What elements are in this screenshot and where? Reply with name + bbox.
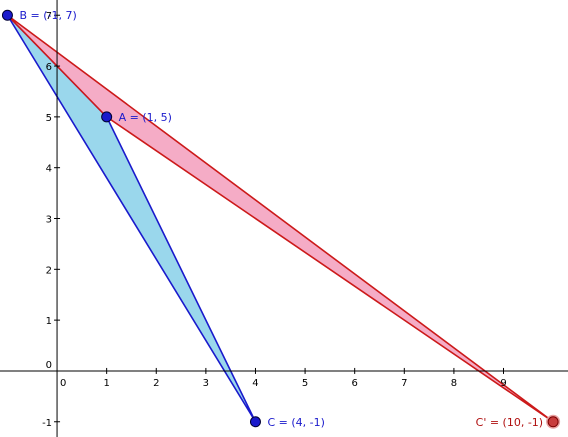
y-tick-label: 7 [46, 11, 52, 22]
y-tick-label: 1 [46, 316, 52, 327]
y-tick-label: 2 [46, 265, 52, 276]
x-tick-label: 5 [302, 378, 308, 389]
y-tick-label: 6 [46, 62, 52, 73]
point-label-a: A = (1, 5) [119, 111, 172, 124]
x-tick-label: 6 [352, 378, 358, 389]
triangle-abc2[interactable] [6, 14, 554, 423]
x-axis-ticks: 0 1 2 3 4 5 6 7 8 9 [60, 367, 507, 389]
point-b[interactable] [1, 9, 13, 21]
x-tick-label: 4 [252, 378, 258, 389]
point-label-b: B = (-1, 7) [19, 9, 76, 22]
point-c2[interactable] [547, 416, 559, 428]
y-axis-ticks: -1 0 1 2 3 4 5 6 7 [42, 11, 61, 429]
x-tick-label: 1 [103, 378, 109, 389]
point-label-c2: C' = (10, -1) [476, 416, 543, 429]
y-tick-label: 0 [46, 360, 52, 371]
point-label-c: C = (4, -1) [267, 416, 324, 429]
x-tick-label: 9 [500, 378, 506, 389]
x-tick-label: 7 [401, 378, 407, 389]
y-tick-label: 5 [46, 113, 52, 124]
point-c[interactable] [249, 416, 261, 428]
y-tick-label: -1 [42, 418, 52, 429]
point-a[interactable] [101, 111, 113, 123]
polygons-layer [6, 14, 554, 423]
points-layer [1, 9, 561, 429]
x-tick-label: 2 [153, 378, 159, 389]
x-tick-label: 8 [451, 378, 457, 389]
triangle-abc[interactable] [6, 14, 257, 423]
labels-layer: B = (-1, 7) A = (1, 5) C = (4, -1) C' = (10… [19, 9, 543, 429]
x-tick-label: 0 [60, 378, 66, 389]
y-tick-label: 3 [46, 215, 52, 226]
y-tick-label: 4 [46, 164, 52, 175]
x-tick-label: 3 [203, 378, 209, 389]
